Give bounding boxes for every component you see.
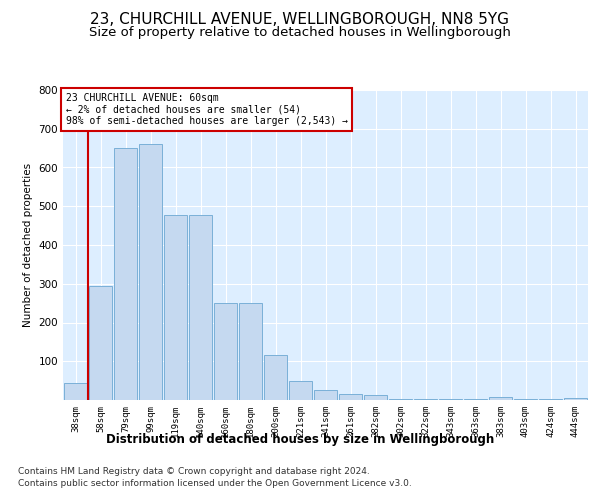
Bar bbox=[314, 390, 337, 400]
Bar bbox=[514, 399, 537, 400]
Bar bbox=[164, 215, 187, 400]
Bar bbox=[189, 215, 212, 400]
Text: Size of property relative to detached houses in Wellingborough: Size of property relative to detached ho… bbox=[89, 26, 511, 39]
Bar bbox=[264, 356, 287, 400]
Text: 23, CHURCHILL AVENUE, WELLINGBOROUGH, NN8 5YG: 23, CHURCHILL AVENUE, WELLINGBOROUGH, NN… bbox=[91, 12, 509, 28]
Text: Contains HM Land Registry data © Crown copyright and database right 2024.: Contains HM Land Registry data © Crown c… bbox=[18, 468, 370, 476]
Bar bbox=[239, 303, 262, 400]
Text: Contains public sector information licensed under the Open Government Licence v3: Contains public sector information licen… bbox=[18, 479, 412, 488]
Bar bbox=[89, 286, 112, 400]
Bar bbox=[114, 148, 137, 400]
Text: 23 CHURCHILL AVENUE: 60sqm
← 2% of detached houses are smaller (54)
98% of semi-: 23 CHURCHILL AVENUE: 60sqm ← 2% of detac… bbox=[65, 93, 347, 126]
Bar bbox=[289, 380, 312, 400]
Bar bbox=[389, 399, 412, 400]
Bar bbox=[214, 303, 237, 400]
Bar bbox=[339, 394, 362, 400]
Bar bbox=[439, 399, 462, 400]
Bar bbox=[464, 399, 487, 400]
Bar bbox=[364, 396, 387, 400]
Y-axis label: Number of detached properties: Number of detached properties bbox=[23, 163, 33, 327]
Bar bbox=[564, 398, 587, 400]
Bar bbox=[414, 399, 437, 400]
Bar bbox=[139, 144, 162, 400]
Bar bbox=[539, 399, 562, 400]
Text: Distribution of detached houses by size in Wellingborough: Distribution of detached houses by size … bbox=[106, 432, 494, 446]
Bar bbox=[64, 382, 87, 400]
Bar bbox=[489, 398, 512, 400]
